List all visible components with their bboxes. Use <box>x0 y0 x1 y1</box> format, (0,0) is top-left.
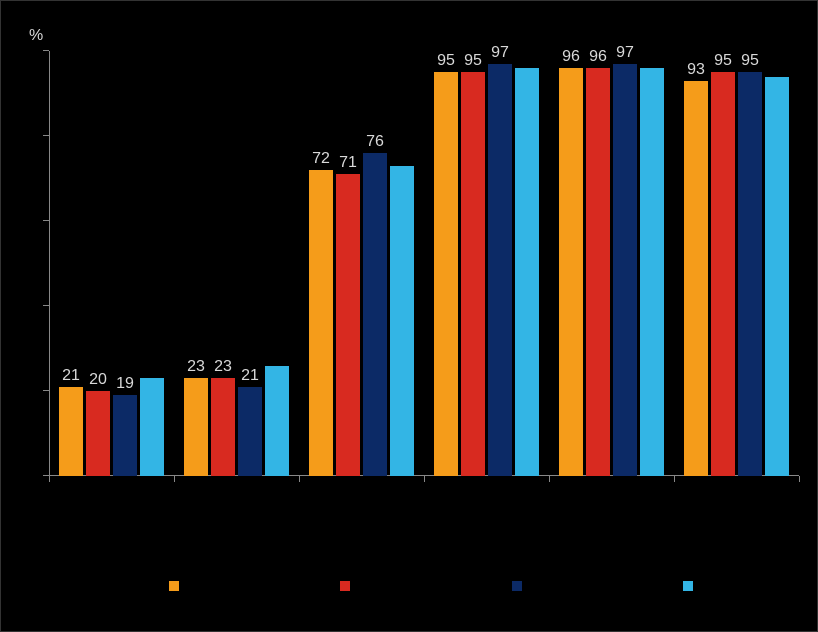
bar <box>390 166 414 476</box>
bar: 93 <box>684 81 708 476</box>
legend-swatch-2 <box>340 581 350 591</box>
bar: 71 <box>336 174 360 476</box>
bar-value-label: 96 <box>589 48 607 66</box>
legend-swatch-4 <box>683 581 693 591</box>
x-tick <box>549 476 550 482</box>
bar: 21 <box>59 387 83 476</box>
bar: 23 <box>184 378 208 476</box>
legend-item-3 <box>512 581 528 591</box>
x-tick <box>799 476 800 482</box>
x-tick <box>424 476 425 482</box>
bar-value-label: 95 <box>437 52 455 70</box>
y-tick <box>43 390 49 391</box>
bar-value-label: 23 <box>187 358 205 376</box>
legend-item-2 <box>340 581 356 591</box>
bar-value-label: 21 <box>62 367 80 385</box>
bar: 21 <box>238 387 262 476</box>
bar: 19 <box>113 395 137 476</box>
bar: 95 <box>461 72 485 476</box>
bar <box>265 366 289 477</box>
plot-area: 212019232321727176959597969697939595 <box>49 51 799 476</box>
legend <box>91 581 777 591</box>
bar-value-label: 97 <box>491 44 509 62</box>
bar-value-label: 96 <box>562 48 580 66</box>
legend-swatch-3 <box>512 581 522 591</box>
x-tick <box>174 476 175 482</box>
y-axis-unit: % <box>29 27 43 45</box>
legend-swatch-1 <box>169 581 179 591</box>
y-tick <box>43 50 49 51</box>
bar: 95 <box>434 72 458 476</box>
chart-frame: % 212019232321727176959597969697939595 <box>0 0 818 632</box>
bar: 20 <box>86 391 110 476</box>
bar-value-label: 21 <box>241 367 259 385</box>
bar <box>640 68 664 476</box>
bar-value-label: 97 <box>616 44 634 62</box>
bar-value-label: 71 <box>339 154 357 172</box>
bar-value-label: 76 <box>366 133 384 151</box>
y-tick <box>43 305 49 306</box>
y-tick <box>43 135 49 136</box>
x-tick <box>49 476 50 482</box>
bar-value-label: 95 <box>464 52 482 70</box>
y-axis-line <box>49 51 50 480</box>
bar <box>140 378 164 476</box>
legend-item-4 <box>683 581 699 591</box>
bar: 97 <box>613 64 637 476</box>
bar-value-label: 93 <box>687 61 705 79</box>
bar: 95 <box>738 72 762 476</box>
x-tick <box>299 476 300 482</box>
bar <box>515 68 539 476</box>
bar-value-label: 19 <box>116 375 134 393</box>
bar: 76 <box>363 153 387 476</box>
bar: 95 <box>711 72 735 476</box>
y-tick <box>43 220 49 221</box>
bar-value-label: 72 <box>312 150 330 168</box>
bar-value-label: 95 <box>714 52 732 70</box>
x-tick <box>674 476 675 482</box>
bar <box>765 77 789 477</box>
bar-value-label: 95 <box>741 52 759 70</box>
legend-item-1 <box>169 581 185 591</box>
bar: 96 <box>586 68 610 476</box>
bar: 72 <box>309 170 333 476</box>
bar-value-label: 23 <box>214 358 232 376</box>
bar: 96 <box>559 68 583 476</box>
bar: 23 <box>211 378 235 476</box>
bar: 97 <box>488 64 512 476</box>
bar-value-label: 20 <box>89 371 107 389</box>
